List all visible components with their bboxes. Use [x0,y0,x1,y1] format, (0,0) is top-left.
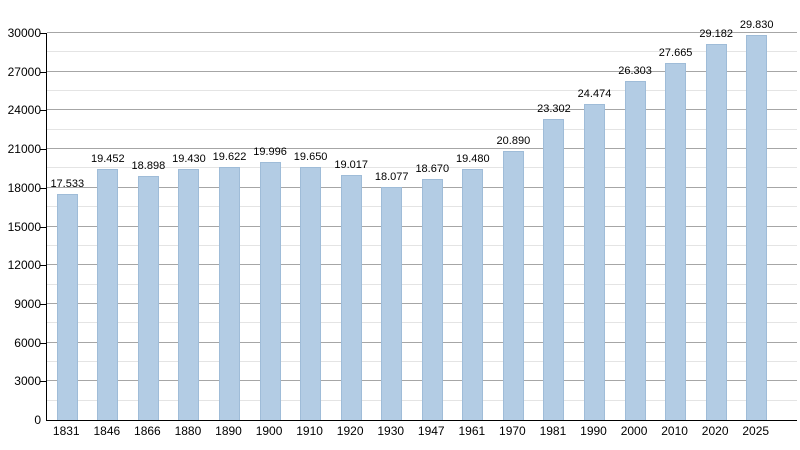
bar-value-label: 19.430 [172,153,206,166]
bar-value-label: 27.665 [658,47,693,60]
y-axis-tick [40,381,46,383]
bar-value-label: 23.302 [537,103,571,116]
gridline-minor [47,90,797,92]
gridline-major [47,70,797,72]
y-axis-label: 21000 [7,142,41,157]
bar-1930 [381,186,403,420]
y-axis-tick [40,110,46,112]
x-axis-label: 1990 [580,424,607,438]
x-axis-label: 1900 [255,424,283,438]
bar-value-label: 20.890 [496,134,531,147]
y-axis-tick [40,265,46,267]
bar-1831 [56,193,78,420]
bar-1970 [502,150,524,420]
x-axis-label: 2010 [661,424,688,438]
gridline-minor [47,51,797,53]
gridline-minor [47,128,797,130]
y-axis-label: 15000 [7,219,41,234]
bar-value-label: 18.898 [131,160,166,173]
bar-2010 [665,63,687,420]
x-axis-label: 2020 [701,424,729,438]
gridline-major [47,109,797,111]
bar-1846 [97,169,119,420]
plot-area: 17.533 19.452 18.898 19.430 19.622 19.996 19.6… [46,19,797,421]
x-axis-label: 1880 [174,424,202,438]
bar-1981 [543,119,565,420]
bar-1910 [300,166,322,420]
x-axis-label: 2000 [620,424,648,438]
bar-value-label: 29.182 [699,27,733,40]
y-axis-label: 24000 [7,103,41,118]
bar-value-label: 17.533 [50,177,85,190]
bar-1890 [219,166,240,420]
x-axis-label: 1910 [296,424,323,438]
bar-value-label: 19.622 [212,150,247,163]
bar-value-label: 19.017 [334,158,368,171]
y-axis-tick [40,33,46,34]
bar-value-label: 19.480 [456,152,490,165]
gridline-major [47,148,797,150]
y-axis-label: 0 [34,413,41,427]
x-axis-label: 1890 [215,424,242,438]
bar-2025 [746,35,768,420]
bar-2020 [705,43,727,420]
bar-1990 [584,104,605,420]
bar-value-label: 19.996 [253,146,287,159]
bar-value-label: 19.650 [293,150,328,163]
bar-1947 [421,179,443,420]
y-axis-label: 27000 [7,64,41,79]
x-axis-label: 2025 [742,424,770,438]
x-axis-label: 1961 [458,424,486,438]
bar-1961 [462,168,484,420]
bar-1880 [178,169,200,420]
y-axis-label: 3000 [14,374,41,389]
y-axis-label: 18000 [7,180,41,195]
y-axis-label: 9000 [14,296,41,311]
y-axis-label: 12000 [7,258,41,273]
bar-1900 [259,162,281,420]
x-axis-label: 1920 [336,424,364,438]
x-axis-label: 1981 [539,424,567,438]
bar-1866 [137,176,159,420]
y-axis-label: 6000 [14,335,41,350]
y-axis-tick [40,149,46,151]
bar-2000 [624,80,646,420]
gridline-minor [47,167,797,169]
y-axis-tick [40,71,46,73]
y-axis-tick [40,226,46,228]
bar-value-label: 18.077 [374,170,409,183]
x-axis-label: 1866 [134,424,161,438]
x-axis-label: 1831 [52,424,80,438]
x-axis-label: 1947 [417,424,445,438]
bar-value-label: 29.830 [739,19,774,32]
bar-value-label: 26.303 [618,64,652,77]
y-axis-tick [40,187,46,189]
x-axis-label: 1930 [377,424,405,438]
x-axis-label: 1846 [93,424,121,438]
bar-value-label: 19.452 [91,153,125,166]
y-axis-tick [40,342,46,344]
gridline-major [47,32,797,33]
bar-value-label: 18.670 [415,163,450,176]
bar-1920 [340,174,362,420]
y-axis-label: 30000 [7,26,41,40]
x-axis-label: 1970 [499,424,526,438]
bar-value-label: 24.474 [577,88,612,101]
y-axis-tick [40,303,46,305]
